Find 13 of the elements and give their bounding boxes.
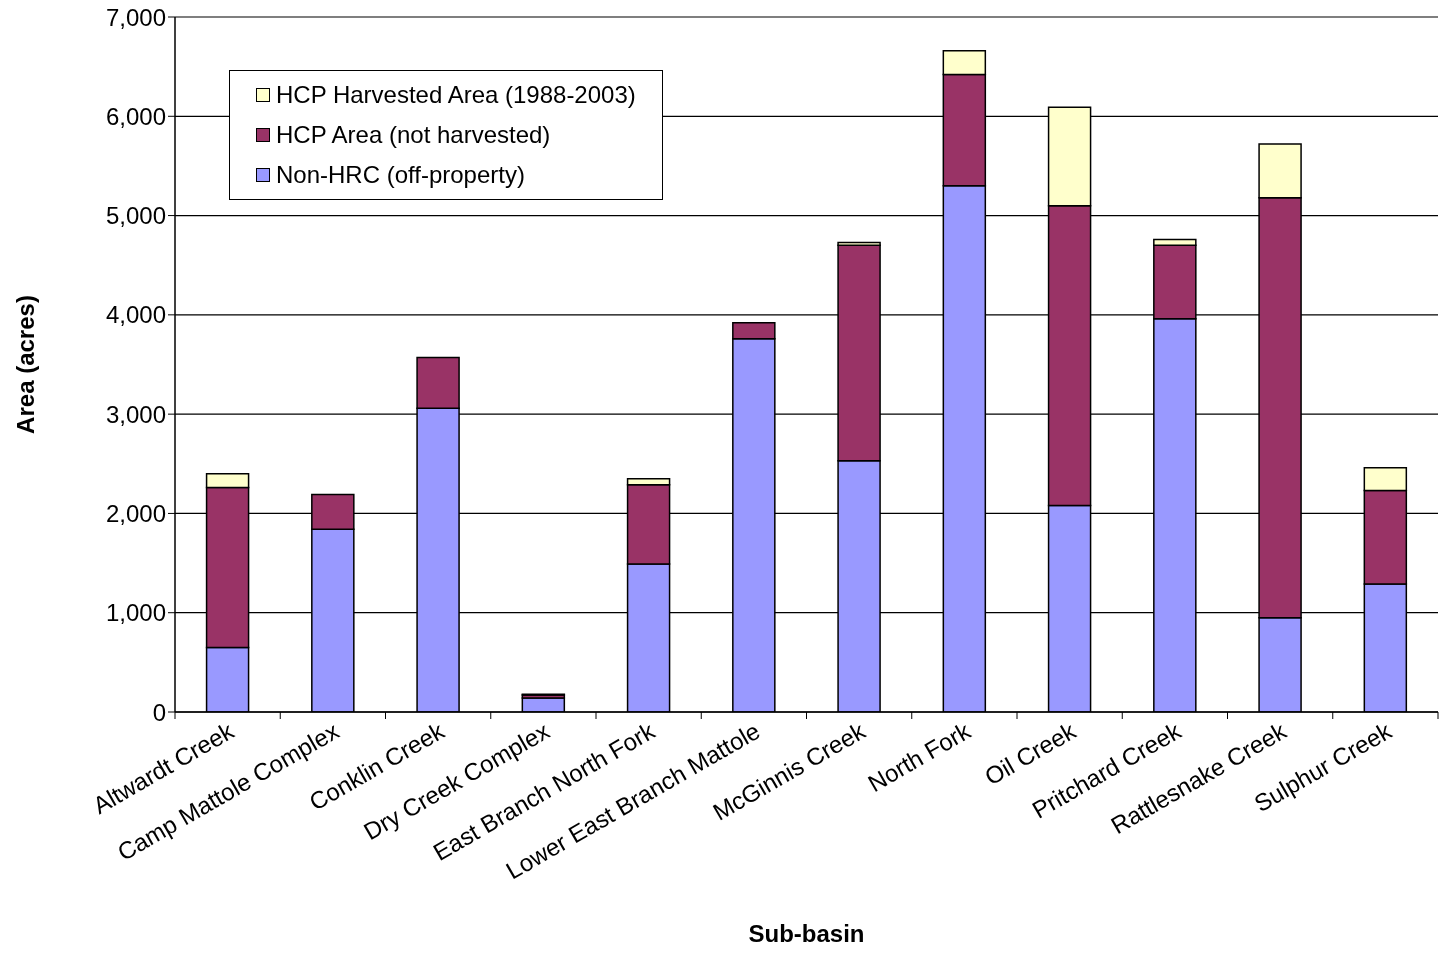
y-tick-label: 2,000 bbox=[105, 499, 166, 527]
y-axis-title: Area (acres) bbox=[12, 295, 39, 434]
y-tick-label: 0 bbox=[152, 698, 166, 726]
x-axis-title: Sub-basin bbox=[748, 920, 865, 947]
legend-label: Non-HRC (off-property) bbox=[276, 161, 525, 189]
y-tick-label: 4,000 bbox=[105, 301, 166, 329]
legend-label: HCP Harvested Area (1988-2003) bbox=[276, 81, 636, 109]
y-tick-label: 3,000 bbox=[105, 400, 166, 428]
y-tick-label: 6,000 bbox=[105, 102, 166, 130]
y-tick-label: 1,000 bbox=[105, 599, 166, 627]
y-tick-label: 5,000 bbox=[105, 202, 166, 230]
legend-label: HCP Area (not harvested) bbox=[276, 121, 551, 149]
y-tick-label: 7,000 bbox=[105, 3, 166, 31]
